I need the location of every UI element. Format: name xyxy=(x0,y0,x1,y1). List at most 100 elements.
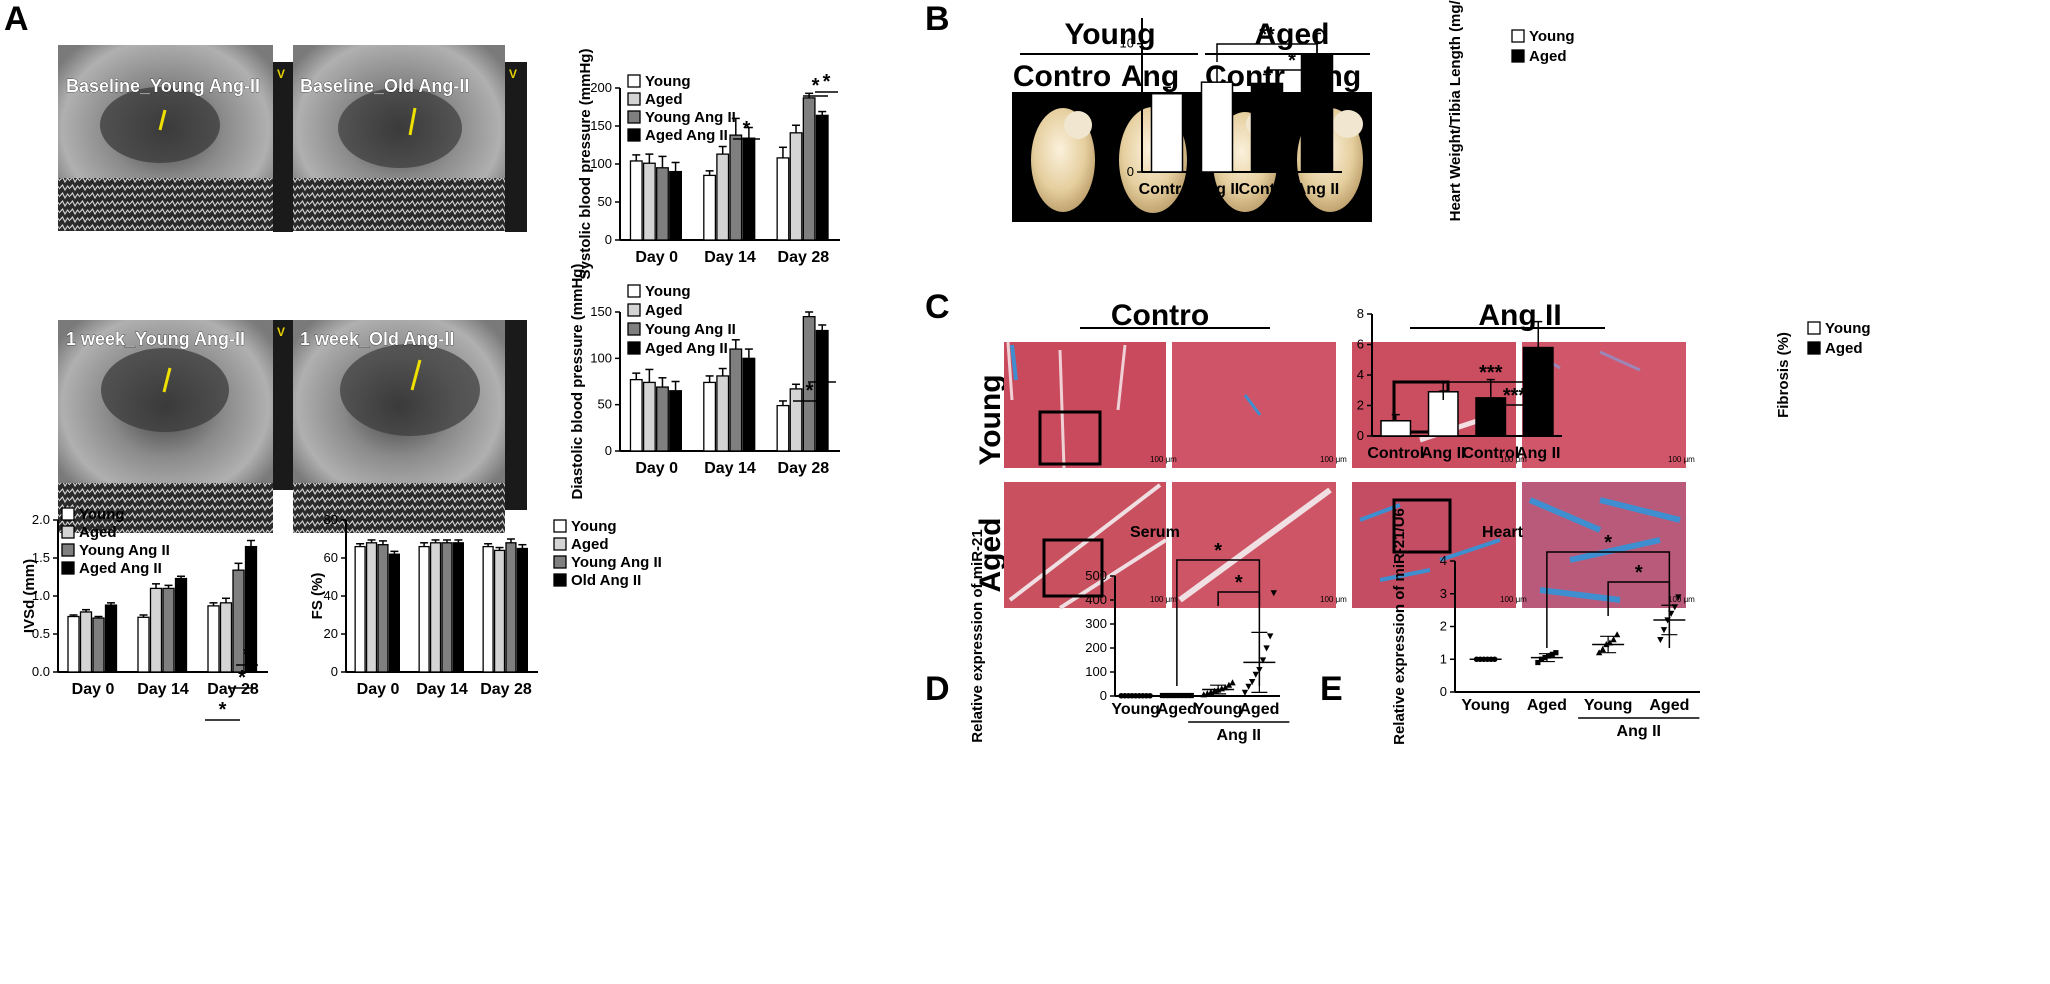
echo-image-baseline-old: Baseline_Old Ang-II xyxy=(293,45,505,231)
chart-heart-mir21: 0 1 2 3 4 Relative expression of miR-21/U6 Hea… xyxy=(1391,508,1700,745)
y-tick-label: 5 xyxy=(1127,100,1134,115)
y-tick-label: 1 xyxy=(1440,651,1447,666)
bar xyxy=(79,611,93,673)
bar xyxy=(1150,92,1184,173)
group-header-young: Young xyxy=(1064,18,1155,51)
scale-bar-label: 100 μm xyxy=(1320,595,1347,604)
bar xyxy=(789,388,803,452)
significance-star: * xyxy=(1288,50,1296,72)
significance-star: *** xyxy=(1479,362,1503,384)
bar xyxy=(149,587,163,673)
legend-swatch xyxy=(627,92,641,106)
x-tick-label: Control xyxy=(1239,181,1296,198)
y-tick-label: 10 xyxy=(1120,36,1134,51)
bar xyxy=(67,615,80,673)
data-point xyxy=(1595,649,1603,656)
y-tick-label: 50 xyxy=(598,194,612,209)
x-tick-label: Day 0 xyxy=(635,460,678,477)
legend-swatch xyxy=(61,561,75,575)
panel-letter-c: C xyxy=(925,288,950,326)
data-point xyxy=(1225,681,1233,688)
legend-swatch xyxy=(627,128,641,142)
x-tick-label: Day 28 xyxy=(778,249,830,266)
data-point xyxy=(1610,636,1617,643)
bar xyxy=(742,137,756,241)
legend-swatch xyxy=(61,525,75,539)
echo-divider xyxy=(505,62,527,232)
bar xyxy=(219,602,233,673)
y-tick-label: 0 xyxy=(605,443,612,458)
legend-swatch xyxy=(627,284,641,298)
data-point xyxy=(1675,594,1682,601)
echo-divider xyxy=(273,62,293,232)
significance-bracket xyxy=(1490,404,1539,419)
significance-star: ** xyxy=(1259,24,1275,46)
legend-label: Aged xyxy=(645,302,683,319)
x-tick-label: Day 28 xyxy=(480,681,532,698)
legend-label: Aged Ang II xyxy=(645,127,728,144)
group-label: Ang II xyxy=(1617,723,1661,740)
scale-bar-label: 100 μm xyxy=(1150,455,1177,464)
x-tick-label: Control xyxy=(1139,181,1196,198)
data-point xyxy=(1535,659,1541,666)
legend-swatch xyxy=(627,322,641,336)
y-axis-title: FS (%) xyxy=(309,573,326,620)
legend-label: Young xyxy=(79,506,125,523)
legend-swatch xyxy=(627,110,641,124)
data-point xyxy=(1657,637,1664,644)
significance-bracket xyxy=(1176,559,1261,686)
y-tick-label: 400 xyxy=(1085,592,1107,607)
significance-star: * xyxy=(1635,562,1643,584)
y-tick-label: 80 xyxy=(324,512,338,527)
panel-letter-e: E xyxy=(1320,670,1343,708)
chart-heart-weight: 0 5 10 Heart Weight/Tibia Length (mg/mm) Con… xyxy=(1120,0,1575,221)
y-tick-label: 100 xyxy=(590,350,612,365)
bar xyxy=(656,167,669,241)
bar xyxy=(365,542,378,673)
legend-swatch xyxy=(553,573,567,587)
x-tick-label: Ang II xyxy=(1421,445,1465,462)
significance-star: * xyxy=(812,75,820,97)
significance-bracket xyxy=(1216,43,1318,62)
bar xyxy=(703,174,717,241)
x-tick-label: Aged xyxy=(1527,697,1567,714)
y-axis-title: Diastolic blood pressure (mmHg) xyxy=(569,264,586,500)
y-tick-label: 0.5 xyxy=(32,626,50,641)
x-tick-label: Day 14 xyxy=(704,249,756,266)
data-point xyxy=(1266,633,1274,640)
significance-bracket xyxy=(1607,581,1671,616)
x-tick-label: Aged xyxy=(1157,701,1197,718)
significance-bracket xyxy=(1266,69,1318,86)
x-tick-label: Young xyxy=(1194,701,1243,718)
y-tick-label: 0 xyxy=(1357,428,1364,443)
legend-label: Young xyxy=(1825,320,1871,337)
y-axis-title: Fibrosis (%) xyxy=(1775,332,1792,418)
echo-divider xyxy=(273,320,293,490)
chart-fs: 0 20 40 60 80 FS (%) Day 0 Day 14 Day 28 YoungAge… xyxy=(309,512,662,698)
bar xyxy=(629,378,643,452)
bar xyxy=(669,170,683,241)
scale-bar-label: 100 μm xyxy=(1668,595,1695,604)
y-tick-label: 100 xyxy=(590,156,612,171)
chart-diastolic-bp: 0 50 100 150 Diastolic blood pressure (mmHg)… xyxy=(569,264,840,500)
legend-label: Old Ang II xyxy=(571,572,641,589)
scale-bar-label: 100 μm xyxy=(1500,455,1527,464)
x-tick-label: Day 14 xyxy=(704,460,756,477)
x-tick-label: Ang II xyxy=(1516,445,1560,462)
y-tick-label: 150 xyxy=(590,118,612,133)
col-header-angii: Ang II xyxy=(1478,299,1561,332)
bar xyxy=(642,381,656,452)
legend-swatch xyxy=(627,303,641,317)
bar xyxy=(1380,420,1412,437)
bar xyxy=(815,329,829,452)
data-point xyxy=(1660,627,1668,634)
legend-swatch xyxy=(627,341,641,355)
panel-letter-d: D xyxy=(925,670,950,708)
bar xyxy=(815,114,829,241)
bar xyxy=(137,616,150,673)
bar xyxy=(104,604,118,673)
y-tick-label: 1.5 xyxy=(32,550,50,565)
y-tick-label: 300 xyxy=(1085,616,1107,631)
